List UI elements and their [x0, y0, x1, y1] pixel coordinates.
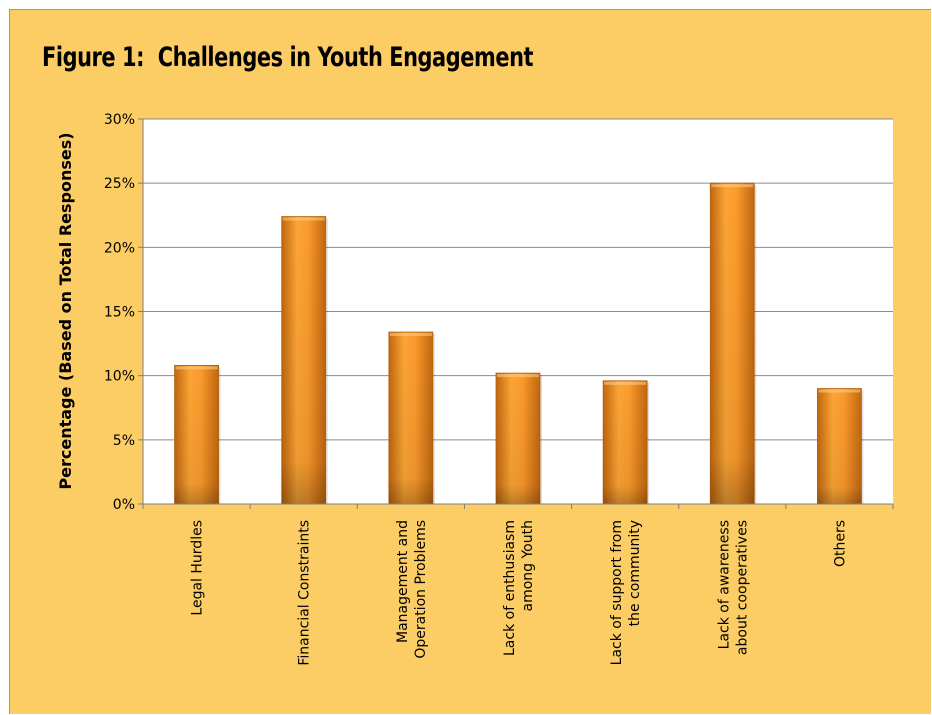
- y-tick-label: 25%: [104, 176, 135, 192]
- x-tick-label: Others: [832, 520, 848, 567]
- x-tick-label: Management and Operation Problems: [395, 520, 429, 659]
- y-tick-label: 30%: [104, 112, 135, 128]
- x-tick-label: Lack of support from the community: [609, 520, 643, 665]
- x-tick-label: Lack of enthusiasm among Youth: [502, 520, 536, 656]
- chart-title: Figure 1: Challenges in Youth Engagement: [42, 42, 534, 73]
- bar: [388, 331, 435, 505]
- bar: [602, 380, 650, 505]
- axes: [138, 118, 894, 509]
- x-tick-labels: Legal Hurdles Financial Constraints Manage…: [190, 520, 849, 666]
- grid-lines: [143, 118, 893, 441]
- x-tick-label: Lack of awareness about cooperatives: [716, 520, 750, 655]
- y-tick-label: 10%: [104, 369, 135, 385]
- bar: [817, 388, 864, 505]
- y-tick-label: 0%: [113, 497, 135, 513]
- bar: [174, 364, 221, 505]
- y-tick-labels: 0% 5% 10% 15% 20% 25% 30%: [104, 112, 135, 513]
- y-tick-label: 20%: [104, 240, 135, 256]
- bar: [495, 372, 542, 505]
- x-tick-label: Financial Constraints: [297, 520, 313, 666]
- bar: [281, 216, 328, 505]
- y-axis-title: Percentage (Based on Total Responses): [56, 132, 75, 489]
- bar: [709, 182, 757, 505]
- y-tick-label: 15%: [104, 305, 135, 321]
- y-tick-label: 5%: [113, 433, 135, 449]
- x-tick-label: Legal Hurdles: [190, 520, 206, 616]
- bars: [174, 182, 864, 505]
